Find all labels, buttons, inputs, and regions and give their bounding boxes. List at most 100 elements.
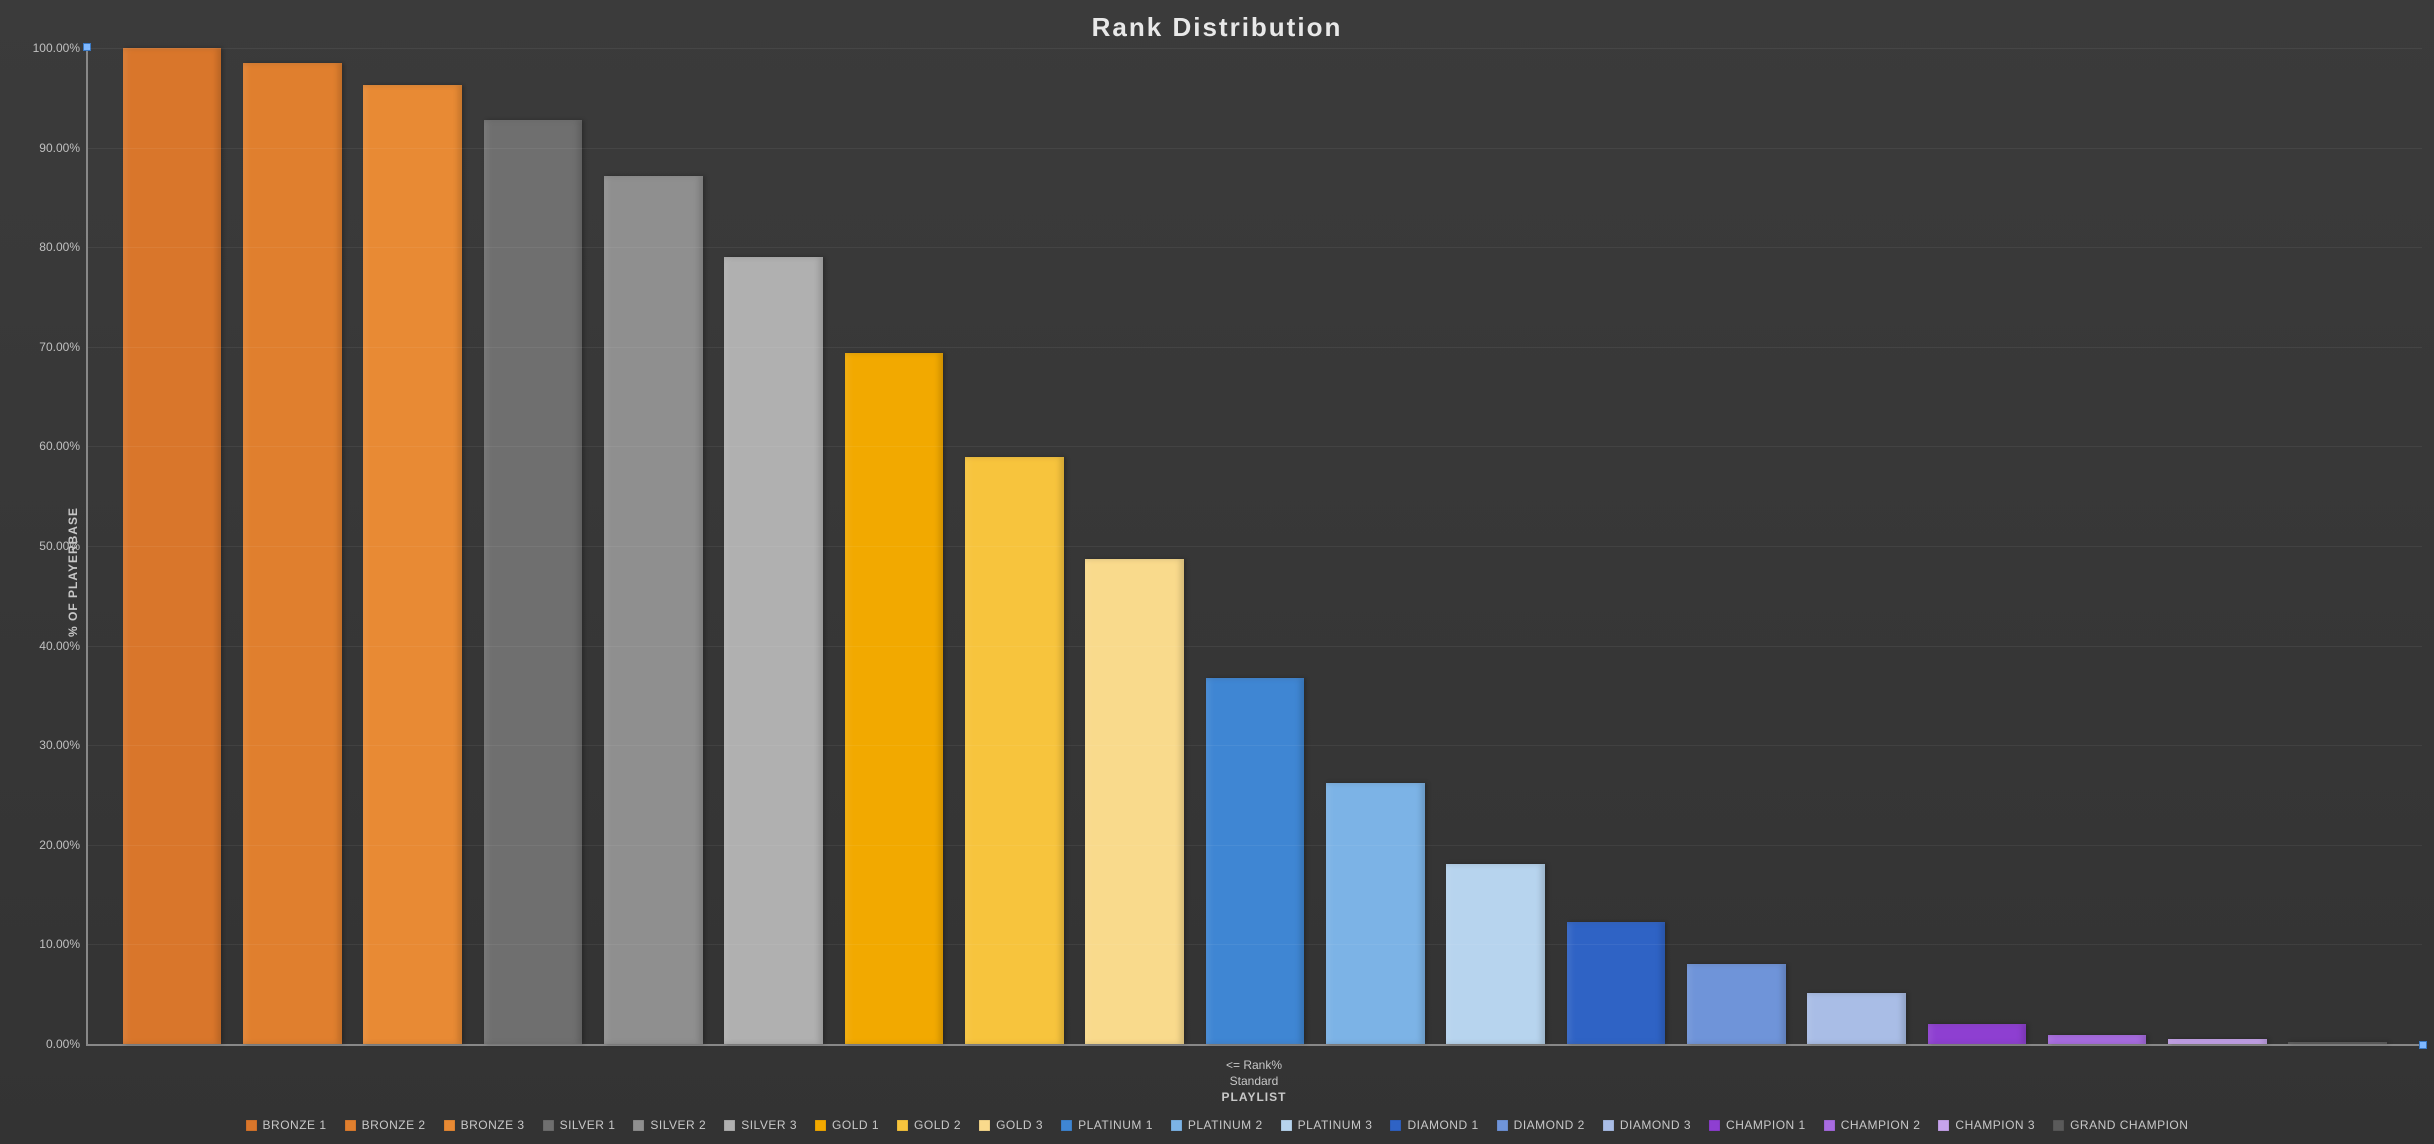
chart-title: Rank Distribution <box>0 12 2434 43</box>
legend-swatch-icon <box>724 1120 735 1131</box>
legend-swatch-icon <box>1709 1120 1720 1131</box>
bar <box>724 257 823 1044</box>
legend-swatch-icon <box>979 1120 990 1131</box>
legend-label: DIAMOND 2 <box>1514 1118 1585 1132</box>
legend-item: DIAMOND 3 <box>1603 1118 1691 1132</box>
bar <box>1928 1024 2027 1044</box>
bar <box>1206 678 1305 1044</box>
legend-swatch-icon <box>246 1120 257 1131</box>
legend-label: GOLD 2 <box>914 1118 961 1132</box>
legend-swatch-icon <box>1061 1120 1072 1131</box>
legend-label: DIAMOND 3 <box>1620 1118 1691 1132</box>
bar <box>604 176 703 1044</box>
y-tick-label: 100.00% <box>33 41 80 55</box>
x-axis-block: <= Rank% Standard PLAYLIST <box>86 1052 2422 1104</box>
legend-label: BRONZE 1 <box>263 1118 327 1132</box>
legend-swatch-icon <box>1824 1120 1835 1131</box>
legend-item: SILVER 2 <box>633 1118 706 1132</box>
legend-item: PLATINUM 3 <box>1281 1118 1373 1132</box>
bar <box>2288 1042 2387 1044</box>
legend-item: SILVER 1 <box>543 1118 616 1132</box>
gridline <box>88 944 2422 945</box>
legend-label: GOLD 3 <box>996 1118 1043 1132</box>
y-tick-label: 50.00% <box>39 539 80 553</box>
legend-label: BRONZE 2 <box>362 1118 426 1132</box>
y-tick-label: 80.00% <box>39 240 80 254</box>
bar <box>1085 559 1184 1044</box>
x-axis-subtitle-2: Standard <box>86 1074 2422 1088</box>
legend-swatch-icon <box>1281 1120 1292 1131</box>
legend-item: BRONZE 1 <box>246 1118 327 1132</box>
legend-label: CHAMPION 1 <box>1726 1118 1806 1132</box>
legend-label: BRONZE 3 <box>461 1118 525 1132</box>
y-tick-label: 40.00% <box>39 639 80 653</box>
legend-label: GRAND CHAMPION <box>2070 1118 2188 1132</box>
bar <box>1567 922 1666 1045</box>
y-tick-label: 90.00% <box>39 141 80 155</box>
legend-label: PLATINUM 2 <box>1188 1118 1263 1132</box>
y-axis-title: % OF PLAYERBASE <box>66 507 80 637</box>
bar <box>243 63 342 1044</box>
legend-item: PLATINUM 2 <box>1171 1118 1263 1132</box>
bar <box>2168 1039 2267 1044</box>
legend-swatch-icon <box>1603 1120 1614 1131</box>
legend-label: GOLD 1 <box>832 1118 879 1132</box>
legend-label: SILVER 3 <box>741 1118 797 1132</box>
legend-item: BRONZE 3 <box>444 1118 525 1132</box>
legend: BRONZE 1 BRONZE 2 BRONZE 3 SILVER 1 SILVER 2… <box>0 1118 2434 1132</box>
legend-swatch-icon <box>1938 1120 1949 1131</box>
legend-swatch-icon <box>1497 1120 1508 1131</box>
selection-handle-icon <box>83 43 91 51</box>
x-axis-subtitle-1: <= Rank% <box>86 1058 2422 1072</box>
legend-swatch-icon <box>1171 1120 1182 1131</box>
legend-item: DIAMOND 1 <box>1390 1118 1478 1132</box>
bar <box>1446 864 1545 1044</box>
legend-label: DIAMOND 1 <box>1407 1118 1478 1132</box>
gridline <box>88 646 2422 647</box>
legend-swatch-icon <box>633 1120 644 1131</box>
chart-container: Rank Distribution % OF PLAYERBASE 0.00%1… <box>0 0 2434 1144</box>
bar <box>1326 783 1425 1044</box>
gridline <box>88 48 2422 49</box>
legend-swatch-icon <box>815 1120 826 1131</box>
legend-swatch-icon <box>2053 1120 2064 1131</box>
gridline <box>88 347 2422 348</box>
legend-label: CHAMPION 3 <box>1955 1118 2035 1132</box>
y-tick-label: 20.00% <box>39 838 80 852</box>
legend-item: GRAND CHAMPION <box>2053 1118 2188 1132</box>
x-axis-title: PLAYLIST <box>86 1090 2422 1104</box>
gridline <box>88 148 2422 149</box>
legend-swatch-icon <box>345 1120 356 1131</box>
y-tick-label: 60.00% <box>39 439 80 453</box>
legend-item: CHAMPION 1 <box>1709 1118 1806 1132</box>
legend-item: BRONZE 2 <box>345 1118 426 1132</box>
legend-label: CHAMPION 2 <box>1841 1118 1921 1132</box>
legend-item: GOLD 2 <box>897 1118 961 1132</box>
gridline <box>88 446 2422 447</box>
y-tick-label: 10.00% <box>39 937 80 951</box>
y-tick-label: 0.00% <box>46 1037 80 1051</box>
y-tick-label: 70.00% <box>39 340 80 354</box>
gridline <box>88 247 2422 248</box>
legend-item: PLATINUM 1 <box>1061 1118 1153 1132</box>
bar <box>1687 964 1786 1044</box>
legend-item: CHAMPION 3 <box>1938 1118 2035 1132</box>
legend-swatch-icon <box>543 1120 554 1131</box>
legend-label: SILVER 1 <box>560 1118 616 1132</box>
legend-label: PLATINUM 3 <box>1298 1118 1373 1132</box>
legend-item: CHAMPION 2 <box>1824 1118 1921 1132</box>
legend-label: PLATINUM 1 <box>1078 1118 1153 1132</box>
gridline <box>88 546 2422 547</box>
bar <box>845 353 944 1044</box>
bar <box>1807 993 1906 1044</box>
legend-item: DIAMOND 2 <box>1497 1118 1585 1132</box>
plot-area: 0.00%10.00%20.00%30.00%40.00%50.00%60.00… <box>86 48 2422 1046</box>
bar <box>363 85 462 1044</box>
selection-handle-icon <box>2419 1041 2427 1049</box>
legend-item: GOLD 1 <box>815 1118 879 1132</box>
gridline <box>88 745 2422 746</box>
bar <box>484 120 583 1044</box>
legend-swatch-icon <box>1390 1120 1401 1131</box>
legend-item: GOLD 3 <box>979 1118 1043 1132</box>
legend-item: SILVER 3 <box>724 1118 797 1132</box>
